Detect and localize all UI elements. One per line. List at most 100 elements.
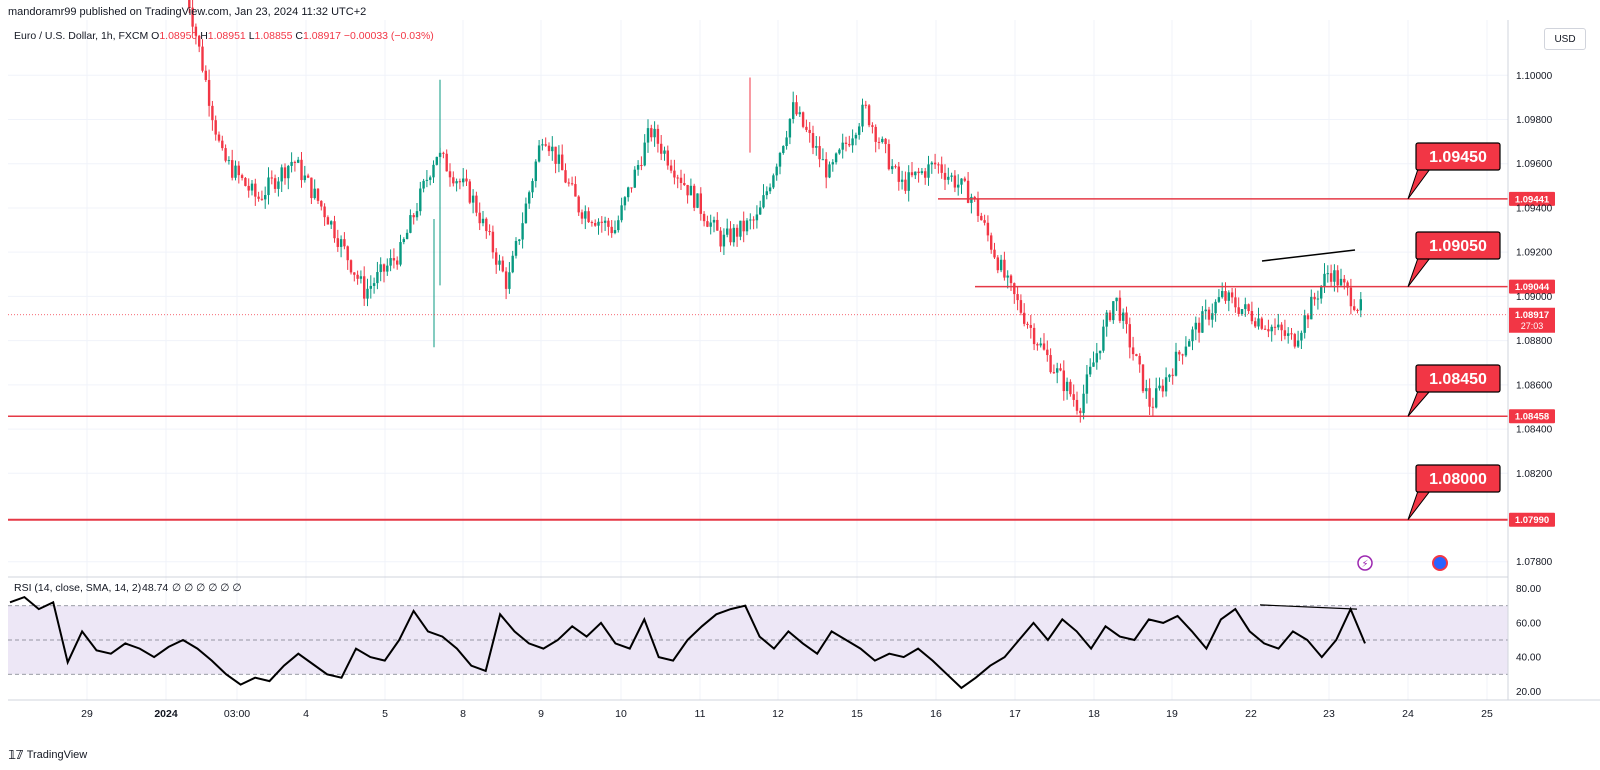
candle-body	[811, 133, 815, 148]
candle-body	[524, 203, 528, 224]
candle-body	[653, 128, 656, 138]
candle-body	[577, 196, 580, 213]
time-tick-label: 8	[460, 708, 466, 720]
level-price-tag	[1509, 409, 1555, 424]
open-label: O	[151, 30, 160, 42]
candle-body	[864, 104, 867, 106]
candle-body	[462, 178, 465, 183]
candle-body	[326, 217, 330, 225]
callout-pointer	[1407, 390, 1432, 417]
candle-body	[1112, 301, 1115, 321]
candle-body	[339, 239, 343, 247]
time-tick-label: 9	[538, 708, 544, 720]
candle-body	[1290, 333, 1293, 335]
candle-body	[419, 188, 422, 212]
candle-body	[650, 128, 653, 138]
candle-body	[498, 260, 501, 265]
callout-pointer	[1407, 257, 1432, 287]
callout-pointer	[1407, 168, 1431, 200]
candle-body	[712, 219, 716, 223]
price-tick-label: 1.09600	[1516, 159, 1553, 170]
candle-body	[646, 128, 650, 143]
candle-body	[1059, 368, 1062, 371]
candle-body	[587, 211, 590, 223]
candle-body	[283, 167, 287, 179]
candle-body	[422, 180, 425, 189]
candle-body	[990, 235, 993, 250]
candle-body	[874, 126, 877, 142]
candle-body	[603, 220, 607, 223]
candle-body	[739, 220, 742, 237]
candle-body	[1161, 385, 1164, 392]
candle-body	[1247, 304, 1250, 312]
candle-body	[1306, 315, 1310, 320]
candle-body	[495, 252, 498, 265]
candle-body	[415, 211, 419, 218]
candle-body	[310, 177, 313, 199]
currency-button[interactable]: USD	[1544, 28, 1586, 50]
candle-body	[194, 26, 198, 36]
callout-box	[1415, 464, 1501, 493]
rsi-pane: RSI (14, close, SMA, 14, 2) 48.74 ∅ ∅ ∅ ∅ …	[8, 582, 1508, 690]
symbol-legend: Euro / U.S. Dollar, 1h, FXCM O1.08950 H1…	[14, 30, 434, 42]
candle-body	[993, 249, 996, 258]
candle-body	[1069, 381, 1072, 395]
candle-body	[867, 105, 871, 126]
candle-body	[742, 220, 745, 232]
price-tick-label: 1.09800	[1516, 115, 1553, 126]
candle-body	[432, 164, 435, 178]
candle-body	[1141, 364, 1145, 392]
candle-body	[303, 175, 306, 181]
candle-body	[1036, 344, 1039, 346]
candle-body	[617, 220, 620, 231]
candle-body	[1353, 306, 1356, 310]
price-tick-label: 1.08600	[1516, 380, 1553, 391]
candle-body	[683, 182, 686, 185]
time-tick-label: 2024	[154, 708, 178, 720]
candle-body	[745, 220, 749, 232]
candle-body	[831, 162, 834, 165]
candle-body	[455, 181, 458, 184]
candle-body	[1191, 329, 1194, 342]
candle-body	[1356, 309, 1359, 311]
candle-body	[465, 178, 468, 182]
candle-body	[590, 222, 594, 224]
candle-body	[409, 215, 412, 233]
candle-body	[1181, 354, 1184, 356]
rsi-tick-label: 60.00	[1516, 618, 1541, 629]
time-tick-label: 03:00	[224, 708, 250, 720]
candle-body	[914, 171, 917, 176]
tradingview-logo[interactable]: 𝟙𝟟 TradingView	[8, 748, 87, 762]
candle-body	[264, 195, 267, 200]
candle-body	[1122, 312, 1125, 321]
candle-body	[910, 172, 914, 176]
candle-body	[237, 165, 240, 176]
candle-body	[333, 221, 336, 239]
candle-body	[858, 126, 861, 135]
candle-body	[353, 272, 356, 275]
time-tick-label: 23	[1323, 708, 1335, 720]
candle-body	[564, 170, 567, 183]
symbol-name: Euro / U.S. Dollar, 1h, FXCM	[14, 30, 149, 42]
candle-body	[1089, 366, 1092, 375]
candle-body	[471, 195, 475, 203]
candle-body	[250, 183, 254, 191]
candle-body	[1359, 299, 1362, 311]
candle-body	[570, 183, 574, 185]
current-price-tag	[1509, 307, 1555, 333]
time-tick-label: 11	[695, 708, 706, 720]
candle-body	[267, 177, 270, 196]
candle-body	[389, 258, 392, 266]
candle-body	[976, 198, 980, 216]
candle-body	[696, 193, 699, 208]
candle-body	[1349, 287, 1353, 307]
footer-brand: TradingView	[26, 749, 88, 761]
candle-body	[273, 178, 277, 189]
candle-body	[504, 271, 508, 289]
time-tick-label: 4	[303, 708, 309, 720]
candle-body	[762, 195, 765, 208]
candle-body	[1115, 297, 1118, 302]
candle-body	[861, 104, 864, 127]
